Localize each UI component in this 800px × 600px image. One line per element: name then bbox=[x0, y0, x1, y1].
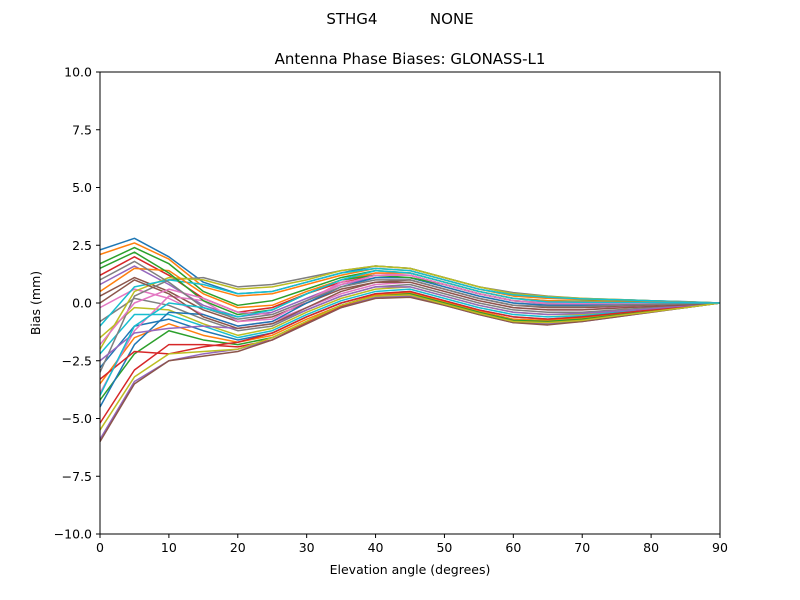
x-axis: 0 10 20 30 40 50 60 70 80 90 bbox=[96, 534, 728, 555]
series-line-27 bbox=[99, 274, 720, 346]
x-tick-label: 80 bbox=[643, 540, 659, 555]
y-tick-label: 5.0 bbox=[72, 180, 92, 195]
x-tick-label: 40 bbox=[368, 540, 384, 555]
y-tick-label: −10.0 bbox=[54, 527, 92, 542]
series-line-16 bbox=[99, 296, 721, 442]
x-tick-label: 60 bbox=[505, 540, 521, 555]
x-tick-label: 30 bbox=[299, 540, 315, 555]
series-line-25 bbox=[99, 286, 721, 362]
series-layer bbox=[99, 237, 721, 442]
y-tick-label: 2.5 bbox=[72, 238, 92, 253]
x-tick-label: 70 bbox=[574, 540, 590, 555]
series-line-26 bbox=[99, 279, 721, 330]
x-axis-label: Elevation angle (degrees) bbox=[330, 562, 491, 577]
series-line-20 bbox=[99, 267, 721, 327]
x-tick-label: 50 bbox=[436, 540, 452, 555]
y-tick-label: −2.5 bbox=[62, 353, 92, 368]
x-tick-label: 0 bbox=[96, 540, 104, 555]
y-axis-label: Bias (mm) bbox=[28, 271, 43, 335]
y-tick-label: 10.0 bbox=[64, 65, 92, 80]
series-line-8 bbox=[99, 283, 721, 332]
y-tick-label: 7.5 bbox=[72, 122, 92, 137]
y-tick-label: −7.5 bbox=[62, 469, 92, 484]
series-line-30 bbox=[99, 269, 721, 396]
x-tick-label: 10 bbox=[161, 540, 177, 555]
figure-suptitle: STHG4 NONE bbox=[326, 10, 473, 28]
x-tick-label: 90 bbox=[712, 540, 728, 555]
series-line-24 bbox=[99, 290, 721, 380]
chart-title: Antenna Phase Biases: GLONASS-L1 bbox=[275, 50, 546, 68]
y-tick-label: −5.0 bbox=[62, 411, 92, 426]
x-tick-label: 20 bbox=[230, 540, 246, 555]
y-tick-label: 0.0 bbox=[72, 296, 92, 311]
y-axis: −10.0 −7.5 −5.0 −2.5 0.0 2.5 5.0 7.5 10.0 bbox=[54, 65, 100, 542]
series-line-29 bbox=[99, 294, 721, 431]
